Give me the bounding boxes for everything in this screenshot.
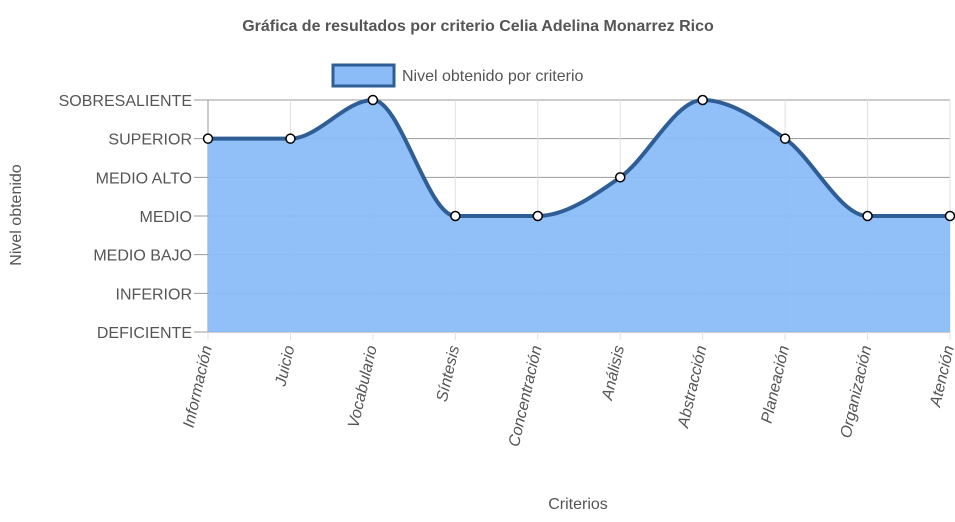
data-points [202,94,955,222]
data-point-3[interactable] [367,94,379,106]
x-tick-label: Organización [838,344,876,440]
legend[interactable]: Nivel obtenido por criterio [331,63,584,88]
x-axis-ticks: Información Juicio Vocabulario Síntesis Conc… [181,344,955,448]
x-tick-label: Vocabulario [345,344,380,430]
data-point-8[interactable] [779,133,791,144]
series-line [208,97,950,219]
data-point-2[interactable] [285,133,296,144]
y-tick-label: SOBRESALIENTE [59,93,192,110]
chart-title: Gráfica de resultados por criterio Celia… [242,18,714,35]
y-axis-label: Nivel obtenido [8,164,25,266]
x-tick-label: Concentración [506,344,546,448]
x-tick-label: Atención [927,344,955,410]
data-point-5[interactable] [532,210,544,222]
x-tick-label: Abstracción [675,344,711,430]
series-area [208,100,950,332]
data-point-9[interactable] [862,210,873,222]
data-point-1[interactable] [202,133,214,144]
data-point-6[interactable] [614,172,626,183]
y-tick-label: SUPERIOR [108,132,192,149]
y-axis-ticks: DEFICIENTE INFERIOR MEDIO BAJO MEDIO MEDIO A… [59,93,192,342]
y-tick-label: MEDIO ALTO [96,170,192,187]
legend-swatch [331,63,396,88]
y-tick-label: MEDIO [140,209,192,226]
x-tick-label: Información [181,344,216,429]
x-axis-label: Criterios [548,496,608,513]
legend-label: Nivel obtenido por criterio [402,68,584,85]
x-tick-label: Planeación [759,344,793,425]
data-point-4[interactable] [450,210,461,222]
y-tick-label: DEFICIENTE [97,325,192,342]
data-point-7[interactable] [697,94,708,106]
x-tick-label: Síntesis [434,344,463,403]
y-tick-label: MEDIO BAJO [93,248,192,265]
x-tick-label: Análisis [599,344,628,403]
data-point-10[interactable] [944,210,955,222]
x-tick-label: Juicio [272,344,298,389]
y-tick-label: INFERIOR [116,286,192,303]
